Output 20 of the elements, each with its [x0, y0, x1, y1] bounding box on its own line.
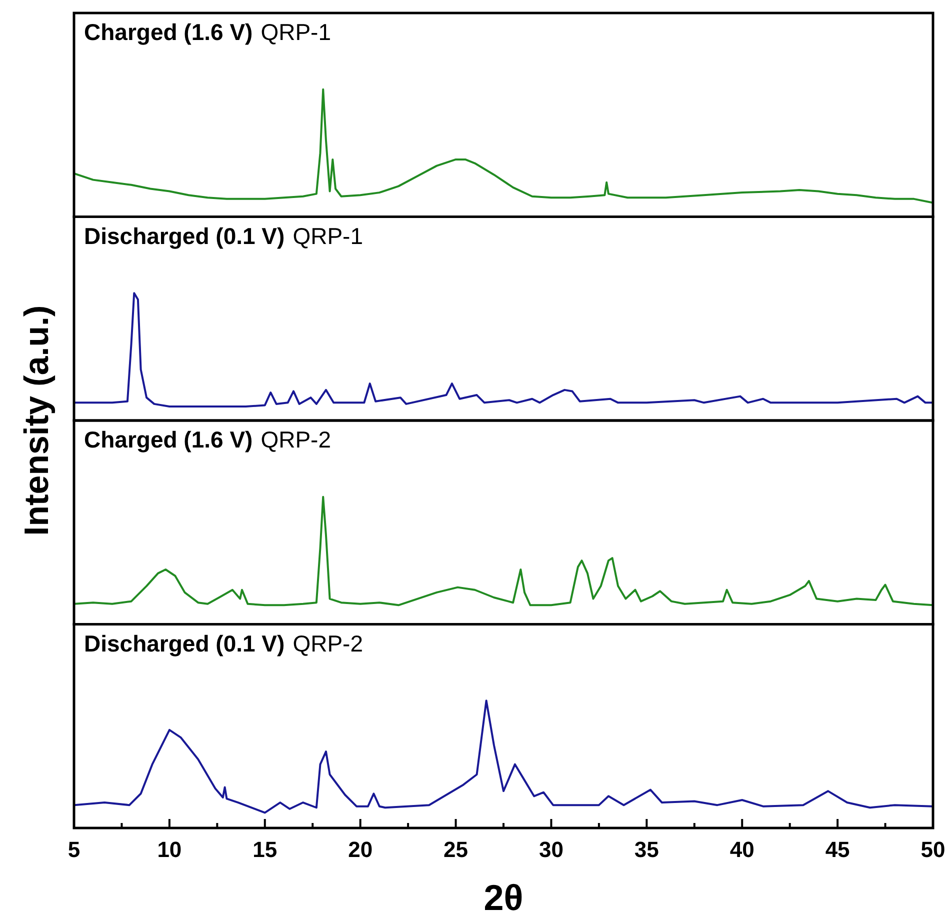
x-tick-label: 40	[730, 837, 754, 862]
chart-title: Charged (1.6 V)	[84, 19, 253, 45]
x-tick-label: 15	[252, 837, 278, 862]
chart-subtitle: QRP-2	[292, 630, 363, 656]
chart-subtitle: QRP-1	[292, 222, 363, 249]
x-tick-label: 5	[68, 837, 80, 862]
x-tick-label: 20	[348, 837, 373, 862]
x-tick-label: 25	[444, 837, 468, 862]
x-tick-label: 45	[825, 837, 850, 862]
x-tick-label: 35	[634, 837, 659, 862]
x-tick-label: 50	[920, 837, 946, 862]
y-axis-title: Intensity (a.u.)	[18, 305, 56, 536]
x-axis-title: 2θ	[484, 877, 524, 918]
chart-title: Charged (1.6 V)	[84, 426, 253, 452]
x-tick-label: 30	[538, 837, 564, 862]
chart-subtitle: QRP-1	[260, 19, 332, 45]
chart-title: Discharged (0.1 V)	[84, 630, 285, 656]
chart-subtitle: QRP-2	[260, 426, 332, 452]
chart-title: Discharged (0.1 V)	[84, 222, 285, 249]
x-tick-label: 10	[157, 837, 182, 862]
